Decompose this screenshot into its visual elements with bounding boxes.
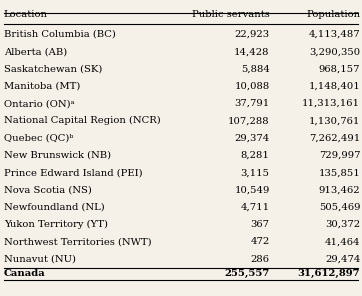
Text: Manitoba (MT): Manitoba (MT) — [4, 82, 80, 91]
Text: 14,428: 14,428 — [234, 47, 270, 56]
Text: Nova Scotia (NS): Nova Scotia (NS) — [4, 186, 92, 194]
Text: 1,130,761: 1,130,761 — [309, 116, 360, 126]
Text: Prince Edward Island (PEI): Prince Edward Island (PEI) — [4, 168, 142, 177]
Text: Location: Location — [4, 10, 48, 19]
Text: 255,557: 255,557 — [224, 269, 270, 278]
Text: 37,791: 37,791 — [235, 99, 270, 108]
Text: 1,148,401: 1,148,401 — [308, 82, 360, 91]
Text: Population: Population — [306, 10, 360, 19]
Text: Yukon Territory (YT): Yukon Territory (YT) — [4, 220, 108, 229]
Text: 3,290,350: 3,290,350 — [309, 47, 360, 56]
Text: British Columbia (BC): British Columbia (BC) — [4, 30, 115, 39]
Text: 5,884: 5,884 — [241, 65, 270, 73]
Text: 29,374: 29,374 — [235, 134, 270, 143]
Text: 11,313,161: 11,313,161 — [302, 99, 360, 108]
Text: 286: 286 — [251, 255, 270, 264]
Text: Canada: Canada — [4, 269, 45, 278]
Text: 29,474: 29,474 — [325, 255, 360, 264]
Text: 135,851: 135,851 — [319, 168, 360, 177]
Text: Northwest Territories (NWT): Northwest Territories (NWT) — [4, 237, 151, 247]
Text: Saskatchewan (SK): Saskatchewan (SK) — [4, 65, 102, 73]
Text: 41,464: 41,464 — [325, 237, 360, 247]
Text: Newfoundland (NL): Newfoundland (NL) — [4, 203, 104, 212]
Text: 472: 472 — [251, 237, 270, 247]
Text: 505,469: 505,469 — [319, 203, 360, 212]
Text: 4,711: 4,711 — [241, 203, 270, 212]
Text: 22,923: 22,923 — [235, 30, 270, 39]
Text: Alberta (AB): Alberta (AB) — [4, 47, 67, 56]
Text: Nunavut (NU): Nunavut (NU) — [4, 255, 76, 264]
Text: 10,088: 10,088 — [235, 82, 270, 91]
Text: 3,115: 3,115 — [241, 168, 270, 177]
Text: 729,997: 729,997 — [319, 151, 360, 160]
Text: 913,462: 913,462 — [319, 186, 360, 194]
Text: 968,157: 968,157 — [319, 65, 360, 73]
Text: 31,612,897: 31,612,897 — [298, 269, 360, 278]
Text: Public servants: Public servants — [192, 10, 270, 19]
Text: 10,549: 10,549 — [234, 186, 270, 194]
Text: National Capital Region (NCR): National Capital Region (NCR) — [4, 116, 160, 126]
Text: Quebec (QC)ᵇ: Quebec (QC)ᵇ — [4, 134, 73, 143]
Text: 367: 367 — [251, 220, 270, 229]
Text: 7,262,491: 7,262,491 — [309, 134, 360, 143]
Text: 30,372: 30,372 — [325, 220, 360, 229]
Text: Ontario (ON)ᵃ: Ontario (ON)ᵃ — [4, 99, 74, 108]
Text: 4,113,487: 4,113,487 — [308, 30, 360, 39]
Text: 8,281: 8,281 — [241, 151, 270, 160]
Text: New Brunswick (NB): New Brunswick (NB) — [4, 151, 111, 160]
Text: 107,288: 107,288 — [228, 116, 270, 126]
